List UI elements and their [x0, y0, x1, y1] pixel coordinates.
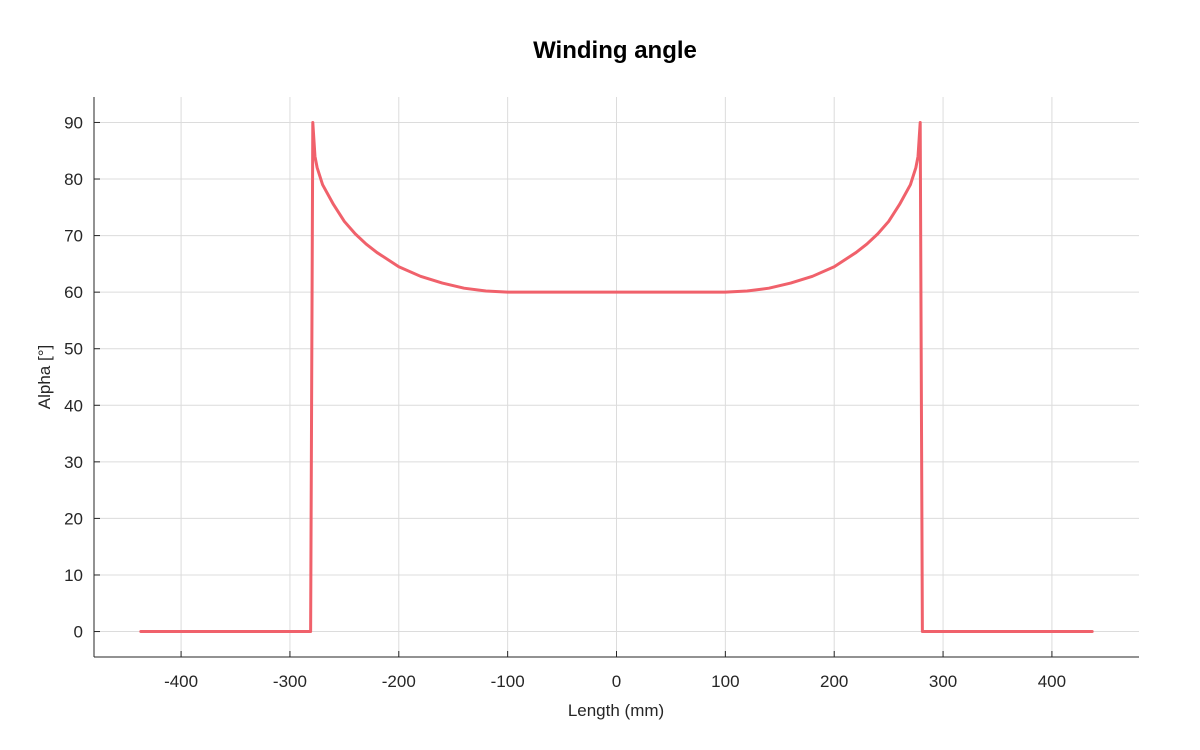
series-group — [139, 120, 1094, 634]
x-tick-label: 100 — [711, 672, 739, 691]
series-line — [139, 120, 1094, 634]
y-tick-label: 50 — [64, 340, 83, 359]
x-tick-label: -200 — [382, 672, 416, 691]
y-tick-labels: 0 10 20 30 40 50 60 70 80 90 — [64, 113, 83, 641]
x-tick-label: 200 — [820, 672, 848, 691]
y-tick-label: 10 — [64, 566, 83, 585]
y-tick-label: 60 — [64, 283, 83, 302]
x-axis-label: Length (mm) — [568, 701, 664, 720]
y-axis-label: Alpha [°] — [35, 345, 54, 409]
chart-title: Winding angle — [533, 37, 697, 64]
x-tick-label: 400 — [1038, 672, 1066, 691]
x-tick-label: 0 — [612, 672, 621, 691]
x-tick-label: -100 — [491, 672, 525, 691]
y-tick-label: 20 — [64, 509, 83, 528]
x-tick-labels: -400 -300 -200 -100 0 100 200 300 400 — [164, 672, 1066, 691]
x-tick-label: -300 — [273, 672, 307, 691]
x-tick-label: -400 — [164, 672, 198, 691]
y-tick-label: 70 — [64, 227, 83, 246]
axes — [93, 97, 1139, 658]
y-tick-label: 80 — [64, 170, 83, 189]
y-tick-label: 90 — [64, 113, 83, 132]
y-tick-label: 30 — [64, 453, 83, 472]
y-tick-label: 40 — [64, 396, 83, 415]
y-tick-label: 0 — [74, 623, 83, 642]
grid — [94, 97, 1139, 657]
x-tick-label: 300 — [929, 672, 957, 691]
